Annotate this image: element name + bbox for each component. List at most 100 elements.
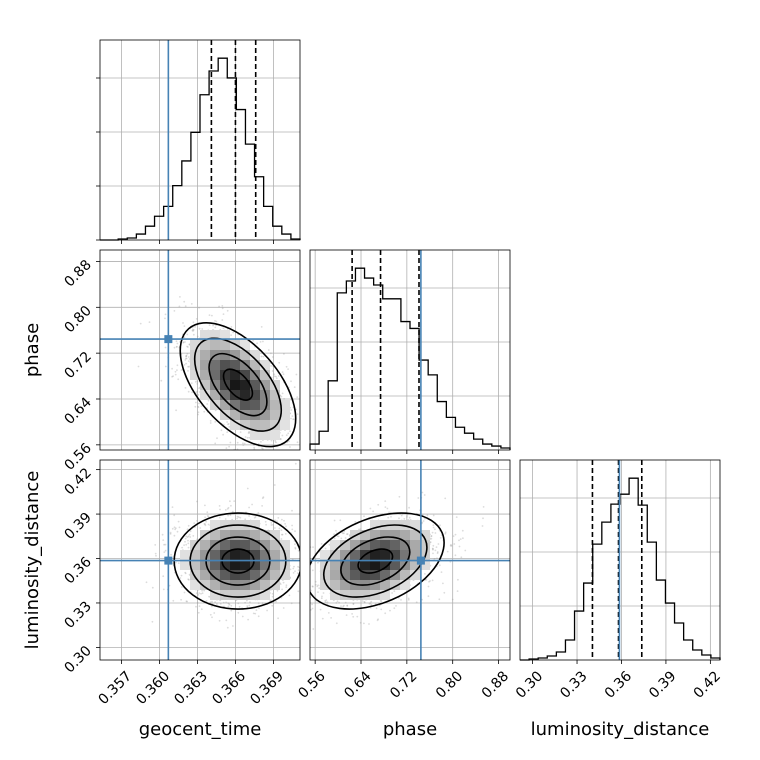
density-cell [280,570,290,580]
density-content [310,460,510,660]
sample-point [169,531,172,534]
sample-point [311,603,313,606]
density-content [100,460,300,660]
sample-point [248,506,251,509]
sample-point [346,604,349,607]
sample-point [344,537,347,539]
sample-point [174,528,177,531]
sample-point [185,357,188,360]
sample-point [375,607,378,610]
sample-point [212,324,215,327]
sample-point [325,599,328,601]
sample-point [257,615,260,618]
sample-point [451,598,454,601]
sample-point [187,542,190,545]
sample-point [458,539,460,542]
density-cell [400,570,410,580]
sample-point [271,604,274,607]
sample-point [241,615,244,618]
density-cell [350,550,360,560]
sample-point [330,617,332,619]
sample-point [481,525,484,527]
sample-point [220,429,223,432]
density-cell [200,570,210,580]
sample-point [387,516,390,519]
density-cell [280,540,290,550]
sample-point [247,432,250,434]
sample-point [180,574,183,577]
density-cell [270,560,280,570]
density-content [100,250,300,450]
density-cell [330,580,340,590]
sample-point [314,580,317,583]
sample-point [257,602,260,605]
sample-point [182,322,184,324]
density-cell [200,360,210,370]
sample-point [187,360,190,362]
sample-point [187,535,190,538]
density-cell [410,540,420,550]
sample-point [188,578,190,581]
density-cell [250,360,260,370]
sample-point [283,353,285,355]
sample-point [400,599,402,601]
sample-point [408,516,411,519]
panel-frame [99,249,301,451]
sample-point [197,394,200,396]
sample-point [154,552,157,555]
density-cell [220,400,230,410]
sample-point [270,352,272,355]
sample-point [180,586,183,588]
sample-point [172,375,175,378]
sample-point [450,543,452,546]
sample-point [421,491,424,494]
density-cell [220,560,230,570]
sample-point [198,605,201,607]
density-cell [320,580,330,590]
density-cell [380,540,390,550]
sample-point [398,517,400,520]
density-cell [410,570,420,580]
sample-point [216,437,218,440]
sample-point [266,609,268,612]
sample-point [209,422,212,424]
sample-point [197,611,200,614]
sample-point [384,506,387,508]
density-cell [250,420,260,430]
sample-point [432,526,435,529]
density-cell [240,370,250,380]
density-cell [260,400,270,410]
sample-point [185,362,188,365]
sample-point [198,402,200,405]
density-cell [220,380,230,390]
sample-point [175,409,178,412]
density-cell [380,560,390,570]
sample-point [408,506,410,509]
sample-point [198,327,201,330]
sample-point [187,370,189,372]
density-cell [220,570,230,580]
sample-point [211,616,213,619]
sample-point [192,321,195,324]
density-cell [350,570,360,580]
sample-point [424,517,426,520]
sample-point [203,410,206,413]
sample-point [170,553,173,556]
sample-point [359,528,362,530]
density-cell [260,590,270,600]
density-cell [260,390,270,400]
sample-point [162,539,165,541]
sample-point [454,533,457,536]
sample-point [213,612,216,614]
sample-point [248,515,251,517]
density-cell [340,560,350,570]
sample-point [422,520,425,522]
sample-point [317,584,319,587]
density-cell [220,350,230,360]
sample-point [209,420,212,422]
density-cell [330,540,340,550]
truth-marker [416,556,425,565]
sample-point [204,524,207,527]
sample-point [458,545,461,548]
sample-point [294,462,297,465]
